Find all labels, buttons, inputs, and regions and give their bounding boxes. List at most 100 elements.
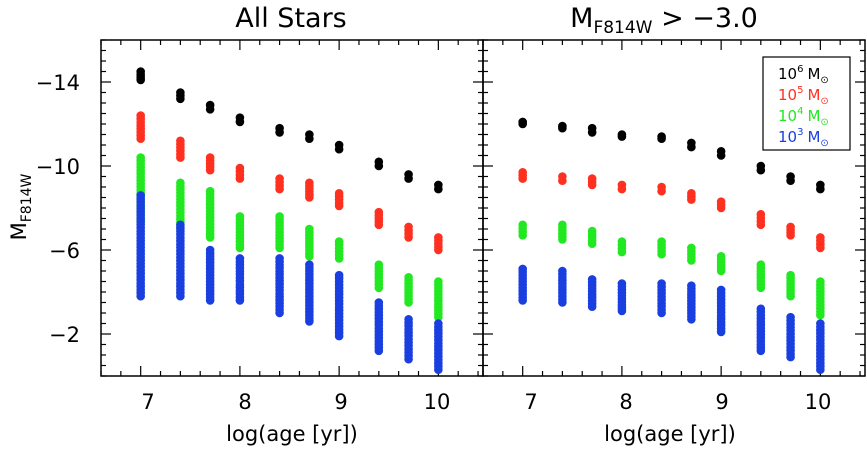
data-point [716,203,726,213]
data-point [617,184,627,194]
data-point [176,291,185,301]
right-title-rest: > −3.0 [652,3,757,34]
data-point [587,128,597,137]
data-point [617,247,627,257]
right-title-main: M [570,3,593,34]
data-point [235,174,245,183]
data-point [756,283,766,293]
data-point [518,231,527,240]
left-panel-title: All Stars [235,3,347,34]
data-point [518,119,527,129]
data-point [587,302,597,312]
data-point [136,291,145,301]
sun-icon: ⊙ [820,75,828,86]
legend-entry: 103 M⊙ [778,127,829,149]
data-point [235,117,245,127]
data-point [205,296,215,305]
data-point [334,144,344,154]
data-point [176,94,185,104]
left-x-tick-labels: 7 8 9 10 [141,390,450,414]
data-point [558,176,567,185]
legend-box [762,56,851,151]
data-point [716,266,726,276]
data-point [756,220,766,230]
legend-unit: M [807,86,820,104]
x-tick-label: 8 [619,390,632,414]
legend-unit: M [807,128,820,146]
data-point [434,365,443,375]
legend-exp: 4 [797,106,803,117]
plot-frame [100,39,484,377]
data-point [275,308,284,318]
data-point [518,296,527,305]
data-point [305,134,314,143]
data-point [205,105,215,114]
data-point [756,346,766,356]
legend-exp: 6 [797,64,803,75]
data-point [518,174,527,183]
data-point [617,306,627,316]
data-point [657,134,666,143]
data-point [558,123,567,133]
data-point [687,142,696,152]
data-point [816,184,825,194]
left-x-axis-label: log(age [yr]) [226,422,358,446]
data-point [716,327,726,337]
y-tick-label: −14 [36,71,80,95]
data-point [305,317,314,326]
data-point [235,243,245,253]
data-point [816,365,825,375]
data-point [587,180,597,190]
data-point [205,233,215,242]
sun-icon: ⊙ [820,96,828,107]
y-axis-label-sub: F814W [19,173,35,222]
legend-unit: M [807,65,820,83]
data-point [786,176,795,185]
data-point [786,291,795,301]
y-axis-label: MF814W [7,173,35,240]
x-tick-label: 9 [715,390,728,414]
data-point [558,235,567,244]
data-point [275,243,284,253]
left-panel [100,39,484,377]
x-tick-label: 10 [424,390,451,414]
data-point [587,239,597,248]
x-tick-label: 10 [805,390,832,414]
data-point [816,310,825,320]
y-tick-label: −6 [49,239,80,263]
legend-entry: 104 M⊙ [778,106,829,128]
x-tick-label: 7 [141,390,154,414]
data-point [617,132,627,141]
data-point [275,184,284,194]
data-point [305,251,314,261]
sun-icon: ⊙ [820,117,828,128]
y-tick-label: −2 [49,323,80,347]
right-x-axis-label: log(age [yr]) [604,422,736,446]
data-point [275,128,284,137]
data-point [657,249,666,259]
right-panel [482,39,866,377]
data-point [136,75,145,85]
right-title-sub: F814W [593,18,652,38]
data-point [687,195,696,204]
legend-base: 10 [778,107,797,125]
legend-base: 10 [778,65,797,83]
legend-exp: 3 [797,127,803,138]
data-point [334,331,344,341]
right-panel-title: MF814W > −3.0 [570,3,758,38]
data-point [374,346,384,356]
data-point [235,296,245,305]
data-point [716,151,726,160]
data-point [786,352,795,362]
legend-exp: 5 [797,85,803,96]
data-point [404,174,413,183]
data-point [404,354,413,364]
legend: 106 M⊙ 105 M⊙ 104 M⊙ 103 M⊙ [762,56,851,151]
x-tick-label: 7 [524,390,537,414]
data-point [657,186,666,196]
x-tick-label: 8 [238,390,251,414]
legend-entry: 106 M⊙ [778,64,829,86]
data-point [136,134,145,143]
legend-unit: M [807,107,820,125]
